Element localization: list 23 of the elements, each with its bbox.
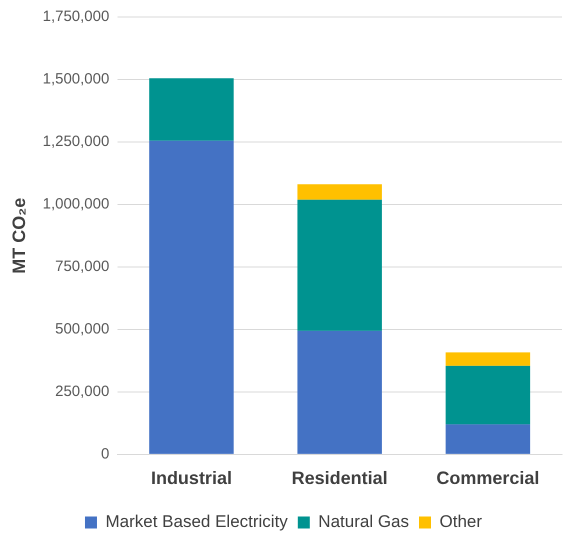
y-tick-label: 250,000 xyxy=(55,383,110,400)
legend-label: Market Based Electricity xyxy=(105,512,288,532)
legend-label: Other xyxy=(440,512,482,532)
bar xyxy=(297,330,382,454)
bar xyxy=(446,424,530,454)
bar xyxy=(446,352,530,366)
x-tick-label: Residential xyxy=(292,468,388,488)
x-tick-label: Industrial xyxy=(150,468,232,488)
y-tick-label: 0 xyxy=(100,446,110,463)
bar xyxy=(149,78,234,141)
y-axis-title: MT CO₂e xyxy=(8,198,29,274)
y-tick-label: 1,000,000 xyxy=(42,196,110,213)
bar xyxy=(149,140,234,454)
x-tick-label: Commercial xyxy=(436,468,540,488)
legend-label: Natural Gas xyxy=(318,512,410,532)
y-tick-label: 1,750,000 xyxy=(42,8,110,26)
y-tick-label: 1,500,000 xyxy=(42,70,110,88)
bar xyxy=(297,184,382,200)
y-tick-label: 750,000 xyxy=(55,258,110,276)
bar xyxy=(297,200,382,331)
y-tick-label: 1,250,000 xyxy=(42,133,110,150)
bar xyxy=(446,366,530,424)
y-tick-label: 500,000 xyxy=(55,320,110,338)
